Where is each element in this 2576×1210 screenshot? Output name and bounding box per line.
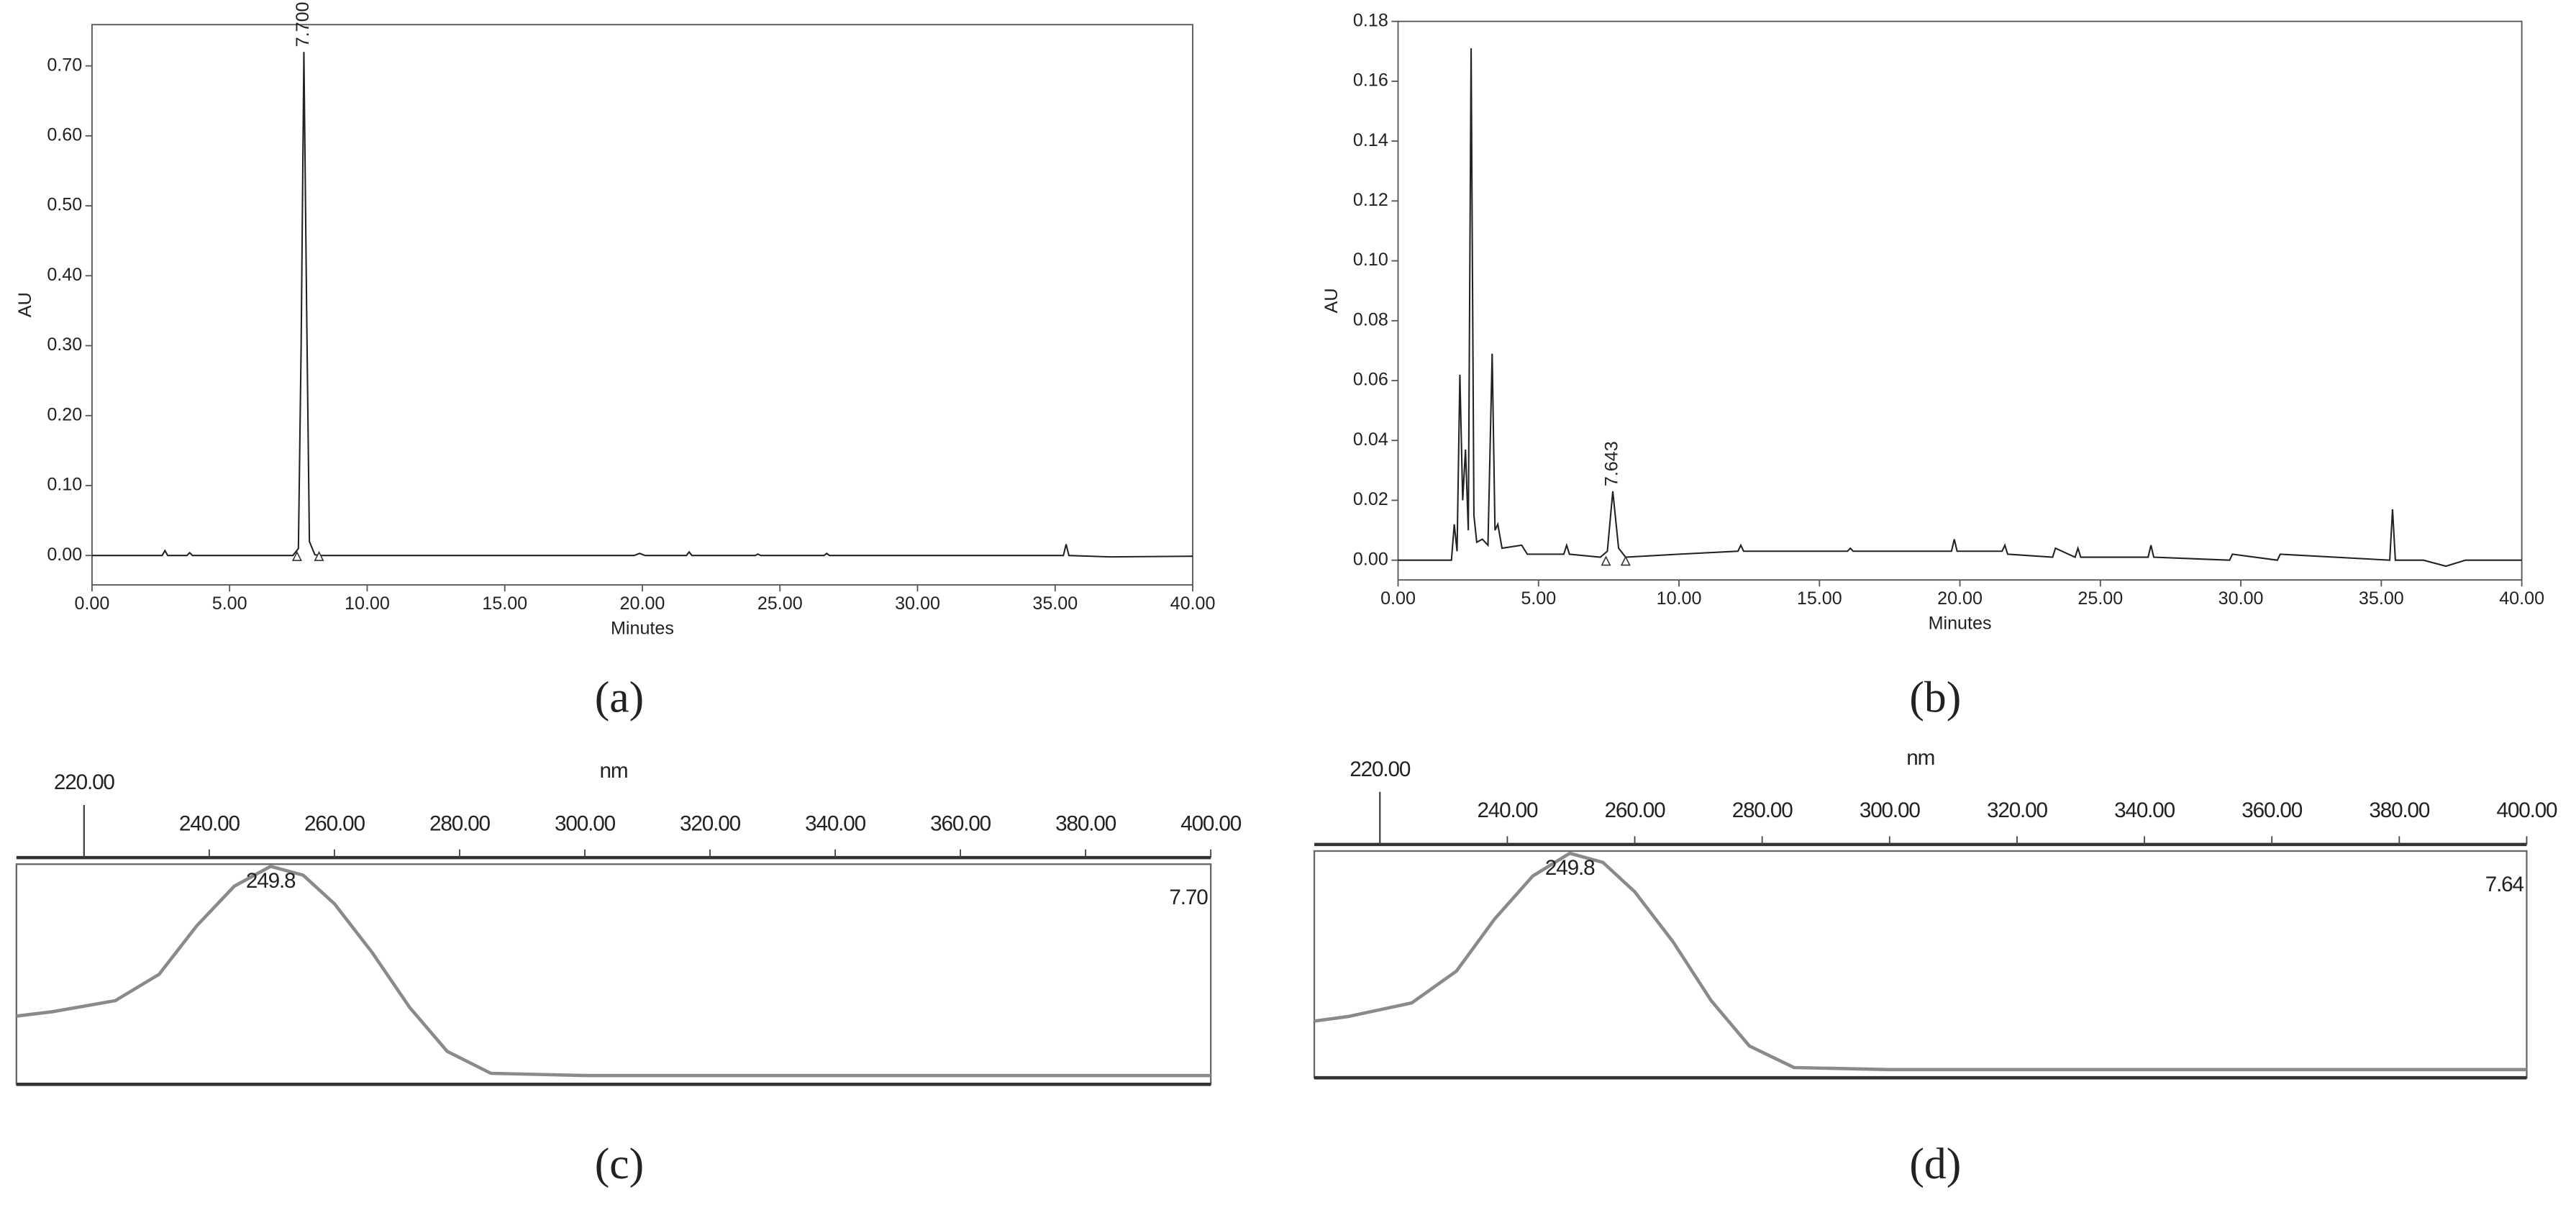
x-axis-label: Minutes [1929, 613, 1992, 633]
x-tick-label: 380.00 [2369, 799, 2430, 822]
x-axis-label: nm [1906, 746, 1934, 770]
x-tick-label: 400.00 [2497, 799, 2558, 822]
baseline-mark [314, 550, 324, 561]
x-tick-label: 380.00 [1055, 811, 1116, 835]
x-tick-label: 0.00 [74, 593, 109, 614]
panel-label: (a) [595, 673, 644, 722]
peak-label: 249.8 [1545, 856, 1595, 880]
corner-label: 7.64 [2485, 873, 2524, 896]
y-tick-label: 0.00 [47, 545, 82, 565]
spectrum-frame [15, 863, 1212, 1086]
x-tick-label: 0.00 [1380, 588, 1416, 609]
y-tick-label: 0.30 [47, 335, 82, 355]
spectrum-line [1314, 851, 2527, 1072]
x-tick-label: 240.00 [1477, 799, 1538, 822]
y-tick-label: 0.02 [1353, 489, 1388, 509]
chromatogram-line [91, 52, 1193, 558]
y-tick-label: 0.14 [1353, 130, 1388, 150]
x-tick-label: 300.00 [1860, 799, 1921, 822]
y-tick-label: 0.70 [47, 55, 82, 75]
y-tick-label: 0.10 [1353, 250, 1388, 270]
x-tick-label: 220.00 [54, 770, 115, 794]
x-tick-label: 280.00 [1732, 799, 1793, 822]
x-tick-label: 20.00 [1937, 588, 1983, 609]
x-tick-label: 260.00 [304, 811, 365, 835]
peak-annotation: 7.700 [293, 1, 313, 47]
y-tick-label: 0.10 [47, 475, 82, 495]
x-tick-label: 35.00 [1032, 593, 1078, 614]
x-tick-label: 25.00 [2077, 588, 2123, 609]
x-tick-label: 220.00 [1350, 758, 1411, 781]
panel-label: (b) [1909, 673, 1961, 722]
x-tick-label: 15.00 [482, 593, 527, 614]
x-tick-label: 40.00 [2499, 588, 2544, 609]
x-tick-label: 40.00 [1170, 593, 1216, 614]
peak-label: 249.8 [246, 869, 296, 893]
y-tick-label: 0.20 [47, 404, 82, 424]
y-tick-label: 0.40 [47, 265, 82, 285]
y-tick-label: 0.12 [1353, 190, 1388, 210]
chromatogram-line [1398, 48, 2522, 568]
x-tick-label: 400.00 [1180, 811, 1242, 835]
x-tick-label: 320.00 [680, 811, 741, 835]
baseline-mark [1620, 555, 1631, 566]
y-tick-label: 0.60 [47, 124, 82, 145]
y-tick-label: 0.16 [1353, 70, 1388, 91]
corner-label: 7.70 [1169, 886, 1208, 909]
x-tick-label: 340.00 [805, 811, 866, 835]
panel-label: (d) [1909, 1140, 1961, 1188]
x-tick-label: 320.00 [1987, 799, 2048, 822]
y-tick-label: 0.50 [47, 195, 82, 215]
y-tick-label: 0.04 [1353, 429, 1388, 450]
x-tick-label: 15.00 [1797, 588, 1842, 609]
y-axis-label: AU [15, 292, 35, 317]
x-tick-label: 5.00 [212, 593, 247, 614]
x-tick-label: 360.00 [930, 811, 991, 835]
y-axis-label: AU [1321, 288, 1342, 313]
x-tick-label: 30.00 [895, 593, 940, 614]
x-axis-label: Minutes [611, 618, 674, 638]
x-tick-label: 35.00 [2359, 588, 2404, 609]
y-tick-label: 0.06 [1353, 370, 1388, 390]
spectrum-frame [1313, 850, 2528, 1079]
plot-frame [1397, 20, 2523, 581]
x-tick-label: 300.00 [555, 811, 616, 835]
x-tick-label: 25.00 [757, 593, 803, 614]
peak-annotation: 7.643 [1602, 441, 1622, 486]
x-tick-label: 10.00 [1657, 588, 1702, 609]
panel-label: (c) [595, 1140, 644, 1188]
baseline-mark [291, 550, 302, 561]
x-tick-label: 360.00 [2242, 799, 2303, 822]
x-tick-label: 5.00 [1521, 588, 1556, 609]
y-tick-label: 0.00 [1353, 549, 1388, 569]
x-tick-label: 20.00 [620, 593, 665, 614]
x-tick-label: 240.00 [179, 811, 240, 835]
baseline-mark [1601, 555, 1611, 566]
spectrum-line [16, 864, 1211, 1078]
x-tick-label: 260.00 [1605, 799, 1666, 822]
x-tick-label: 30.00 [2218, 588, 2264, 609]
x-tick-label: 340.00 [2114, 799, 2175, 822]
x-tick-label: 280.00 [429, 811, 491, 835]
x-axis-label: nm [600, 759, 628, 783]
y-tick-label: 0.18 [1353, 10, 1388, 30]
plot-frame [91, 24, 1193, 586]
y-tick-label: 0.08 [1353, 309, 1388, 329]
x-tick-label: 10.00 [345, 593, 390, 614]
